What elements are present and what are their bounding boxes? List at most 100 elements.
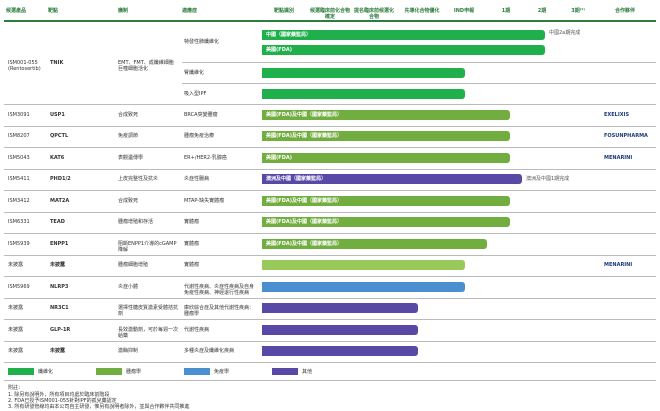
product: ISM001-055 (Rentosertib) [8, 60, 41, 72]
header-cell: 靶點 [48, 8, 59, 14]
target: QPCTL [50, 133, 69, 140]
legend-label: 纖維化 [38, 369, 54, 375]
note: 中國2a期完成 [549, 30, 581, 36]
stage-bar [262, 281, 465, 292]
indication: 庫欣綜合症及其他代謝性疾病：腫瘤學 [184, 305, 255, 318]
indication: 代謝性疾病、炎症性疾病及自身免疫性疾病、神經退行性疾病 [184, 283, 255, 296]
indication: 多種炎症及纖維化疾病 [184, 348, 235, 355]
mechanism: 炎症小體 [118, 283, 139, 290]
product: ISM3412 [8, 197, 30, 204]
product: ISM6331 [8, 219, 30, 226]
stage-bar: 美國(FDA)及中國（國家藥監局） [262, 109, 510, 120]
mechanism: EMT、FMT、成纖維細胞巨噬細胞活化 [118, 60, 174, 72]
product: ISM5411 [8, 176, 30, 183]
product: ISM5969 [8, 283, 30, 290]
footnote-title: 附註： [8, 385, 24, 391]
product: ISM3091 [8, 111, 30, 118]
row-line [4, 276, 656, 277]
stage-bar [262, 346, 418, 357]
legend-label: 免疫學 [214, 369, 230, 375]
partner: MENARINI [604, 262, 633, 269]
indication: 實體瘤 [184, 262, 200, 269]
stage-bar: 中國（國家藥監局） [262, 29, 545, 40]
header-line [4, 20, 656, 22]
header-cell: 適應症 [182, 8, 198, 14]
row-line [4, 362, 656, 363]
indication: 實體瘤 [184, 219, 200, 226]
partner: FOSUNPHARMA [604, 133, 648, 140]
mechanism: 合成致死 [118, 197, 139, 204]
indication: 特發性肺纖維化 [184, 39, 220, 45]
indication: 代謝性疾病 [184, 326, 210, 333]
header-cell: 2期 [537, 8, 547, 14]
stage-bar: 美國(FDA) [262, 44, 545, 55]
row-line [4, 211, 656, 213]
mechanism: 阻斷ENPP1介導的cGAMP降解 [118, 240, 177, 253]
header-cell: 候選產品 [6, 8, 27, 14]
header-cell: 1期 [501, 8, 511, 14]
target: NR3C1 [50, 305, 69, 312]
legend-swatch [272, 368, 298, 375]
target: NLRP3 [50, 283, 69, 290]
product: ISM5043 [8, 154, 30, 161]
mechanism: 免疫調節 [118, 133, 139, 140]
indication: 實體瘤 [184, 240, 200, 247]
row-line [4, 297, 656, 299]
target: PHD1/2 [50, 176, 71, 183]
row-line [4, 104, 656, 105]
header-cell: 靶點識別 [273, 8, 294, 14]
footnote: 3. 所有研發管線均由本公司自主研發，惟另有說明者除外，並與合作夥伴共同推進 [8, 404, 190, 410]
note: 澳洲及中國1期完成 [526, 176, 570, 183]
product: 未披露 [8, 305, 24, 312]
header-cell: 候選臨床前化合物確定 [309, 8, 350, 20]
target: 未披露 [50, 262, 66, 269]
row-line [4, 233, 656, 234]
legend-label: 其他 [302, 369, 313, 375]
stage-bar: 美國(FDA)及中國（國家藥監局） [262, 217, 510, 228]
stage-bar [262, 260, 465, 271]
header-cell: 先導化合物優化 [404, 8, 440, 14]
partner: EXELIXIS [604, 111, 630, 118]
indication: 炎症性腸病 [184, 176, 210, 183]
mechanism: 腫瘤細胞增殖 [118, 262, 149, 269]
stage-bar [262, 67, 465, 78]
header-cell: IND申報 [453, 8, 475, 14]
legend-swatch [184, 368, 210, 375]
target: ENPP1 [50, 240, 69, 247]
target: USP1 [50, 111, 65, 118]
mechanism: 合成致死 [118, 111, 139, 118]
header-cell: 機制 [118, 8, 129, 14]
stage-bar: 美國(FDA)及中國（國家藥監局） [262, 238, 487, 249]
footnote: 2. FDA已授予ISM001-055針對IPF的孤兒藥認定 [8, 398, 117, 404]
row-line [4, 319, 656, 320]
row-line [4, 190, 656, 191]
target: TEAD [50, 219, 65, 226]
mechanism: 腫瘤增殖和存活 [118, 219, 154, 226]
product: 未披露 [8, 326, 24, 333]
target: TNIK [50, 60, 64, 66]
target: 未披露 [50, 348, 66, 355]
mechanism: 選擇性糖皮質激素受體拮抗劑 [118, 305, 179, 318]
stage-bar [262, 324, 418, 335]
stage-bar: 美國(FDA)及中國（國家藥監局） [262, 195, 510, 206]
row-line [4, 147, 656, 148]
legend-line [4, 380, 656, 381]
sub-line [182, 62, 656, 63]
legend-label: 腫瘤學 [126, 369, 142, 375]
stage-bar [262, 88, 465, 99]
stage-bar: 美國(FDA) [262, 152, 510, 163]
row-line [4, 168, 656, 170]
stage-bar [262, 303, 418, 314]
sub-line [182, 83, 656, 84]
indication: 腎纖維化 [184, 69, 205, 76]
indication: MTAP-缺失實體瘤 [184, 197, 225, 204]
target: GLP-1R [50, 326, 71, 333]
legend-swatch [96, 368, 122, 375]
product: ISM5939 [8, 240, 30, 247]
indication: 吸入型IPF [184, 90, 207, 97]
product: 未披露 [8, 262, 24, 269]
row-line [4, 254, 656, 256]
mechanism: 表觀遺傳學 [118, 154, 144, 161]
indication: 腫瘤免疫治療 [184, 133, 215, 140]
